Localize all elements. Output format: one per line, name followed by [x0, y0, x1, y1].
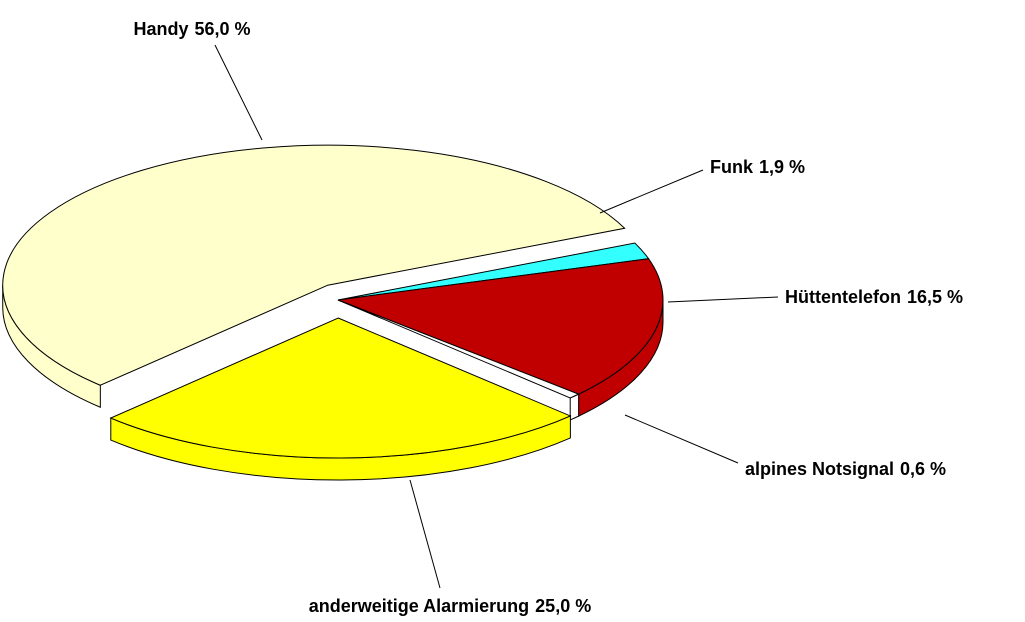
slice-value: 1,9 % — [759, 157, 805, 177]
slice-value: 56,0 % — [194, 19, 250, 39]
slice-label: alpines Notsignal 0,6 % — [745, 459, 946, 479]
leader-line — [409, 479, 441, 589]
slice-category: alpines Notsignal — [745, 459, 894, 479]
leader-line — [599, 169, 704, 214]
slice — [2, 144, 626, 386]
slice — [109, 317, 572, 459]
slice-category: Handy — [133, 19, 188, 39]
slice-label: Hüttentelefon 16,5 % — [785, 287, 963, 307]
slice-category: Hüttentelefon — [785, 287, 901, 307]
slice-label: anderweitige Alarmierung 25,0 % — [309, 596, 591, 616]
slice-value: 25,0 % — [535, 596, 591, 616]
slice-category: anderweitige Alarmierung — [309, 596, 529, 616]
slice-value: 16,5 % — [907, 287, 963, 307]
slice — [337, 258, 664, 395]
slice-value: 0,6 % — [900, 459, 946, 479]
slice-side — [569, 393, 580, 421]
leader-line — [624, 414, 739, 464]
slice-label: Funk 1,9 % — [710, 157, 805, 177]
slice-category: Funk — [710, 157, 754, 177]
leader-line — [214, 44, 263, 141]
slice-label: Handy 56,0 % — [133, 19, 250, 39]
leader-line — [667, 296, 779, 303]
slice — [337, 299, 580, 399]
